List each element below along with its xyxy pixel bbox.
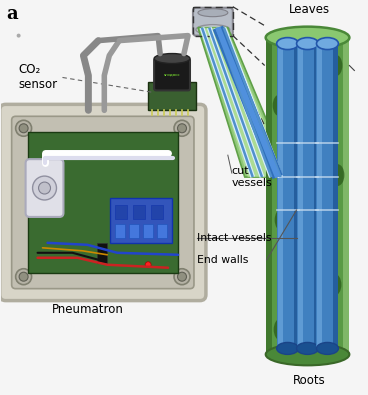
Bar	[143, 224, 153, 238]
Bar	[316, 43, 339, 348]
FancyBboxPatch shape	[26, 159, 63, 217]
Ellipse shape	[316, 38, 339, 49]
Ellipse shape	[277, 342, 298, 354]
Text: End walls: End walls	[197, 255, 248, 265]
Circle shape	[15, 269, 32, 285]
Text: sгодосс: sгодосс	[164, 72, 180, 77]
Circle shape	[145, 262, 151, 268]
Bar	[115, 224, 125, 238]
Bar	[298, 43, 302, 348]
Bar	[110, 198, 172, 243]
Bar	[318, 43, 322, 348]
Ellipse shape	[275, 209, 289, 231]
FancyBboxPatch shape	[12, 116, 194, 289]
Ellipse shape	[316, 342, 339, 354]
FancyBboxPatch shape	[0, 104, 206, 301]
Bar	[297, 43, 318, 348]
Bar	[266, 38, 349, 354]
Ellipse shape	[273, 94, 287, 116]
Bar	[151, 205, 163, 219]
Circle shape	[19, 272, 28, 281]
Bar	[129, 224, 139, 238]
Bar	[133, 205, 145, 219]
Circle shape	[177, 124, 187, 133]
Text: Intact vessels: Intact vessels	[197, 233, 272, 243]
Ellipse shape	[330, 164, 344, 186]
Bar	[115, 205, 127, 219]
Ellipse shape	[297, 342, 318, 354]
FancyBboxPatch shape	[154, 58, 190, 90]
Circle shape	[174, 269, 190, 285]
Bar	[277, 43, 298, 348]
Ellipse shape	[329, 55, 342, 77]
Circle shape	[17, 34, 21, 38]
Ellipse shape	[154, 54, 190, 64]
Bar	[148, 83, 196, 110]
Circle shape	[15, 120, 32, 136]
Bar	[314, 43, 318, 348]
Bar	[266, 38, 272, 354]
Text: Pneumatron: Pneumatron	[52, 303, 123, 316]
Bar	[277, 43, 283, 348]
Circle shape	[177, 272, 187, 281]
Ellipse shape	[196, 24, 230, 35]
Text: Leaves: Leaves	[289, 3, 330, 16]
Ellipse shape	[198, 9, 228, 17]
Text: cut
vessels: cut vessels	[232, 166, 273, 188]
Circle shape	[174, 120, 190, 136]
Bar	[343, 38, 349, 354]
Ellipse shape	[274, 318, 288, 340]
Ellipse shape	[277, 38, 298, 49]
Ellipse shape	[266, 26, 349, 49]
Bar	[28, 132, 178, 273]
Ellipse shape	[266, 343, 349, 365]
Ellipse shape	[328, 274, 342, 295]
Bar	[333, 43, 339, 348]
Circle shape	[19, 124, 28, 133]
Circle shape	[39, 182, 50, 194]
Polygon shape	[198, 28, 291, 177]
Text: CO₂
sensor: CO₂ sensor	[19, 64, 58, 92]
Bar	[157, 224, 167, 238]
FancyBboxPatch shape	[193, 8, 233, 36]
Text: Roots: Roots	[293, 374, 326, 387]
Circle shape	[33, 176, 56, 200]
Bar	[294, 43, 298, 348]
Bar	[97, 243, 107, 263]
Ellipse shape	[297, 38, 318, 49]
Polygon shape	[201, 28, 288, 177]
Text: a: a	[7, 5, 18, 23]
